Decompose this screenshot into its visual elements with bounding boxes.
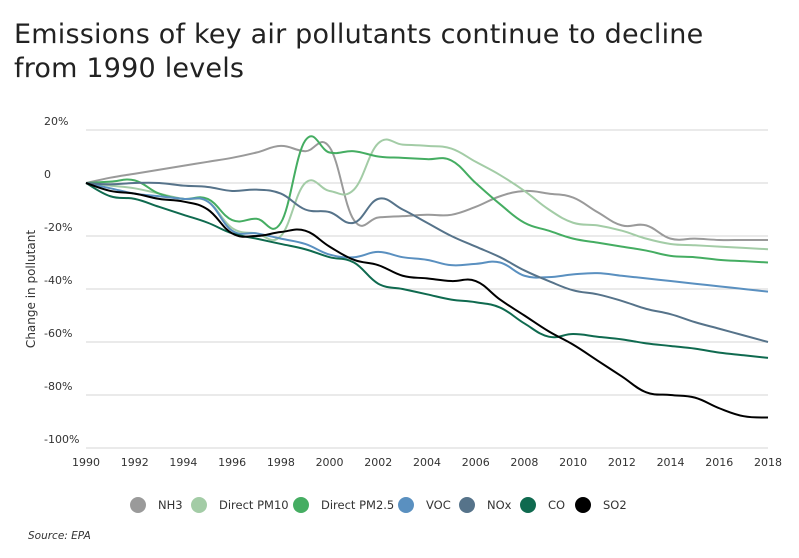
y-tick-label: -100% bbox=[44, 433, 79, 446]
x-tick-label: 2016 bbox=[705, 456, 733, 469]
legend-label: Direct PM10 bbox=[219, 498, 289, 512]
y-tick-label: 20% bbox=[44, 115, 68, 128]
legend-item: VOC bbox=[398, 496, 451, 514]
x-tick-label: 1996 bbox=[218, 456, 246, 469]
y-tick-label: -60% bbox=[44, 327, 72, 340]
series-line-nox bbox=[85, 181, 769, 343]
x-tick-label: 2014 bbox=[657, 456, 685, 469]
x-tick-label: 2010 bbox=[559, 456, 587, 469]
legend-label: SO2 bbox=[603, 498, 627, 512]
x-tick-label: 2006 bbox=[462, 456, 490, 469]
y-tick-label: -40% bbox=[44, 274, 72, 287]
legend-label: CO bbox=[548, 498, 566, 512]
legend-label: Direct PM2.5 bbox=[321, 498, 395, 512]
legend-item: NOx bbox=[459, 496, 511, 514]
y-tick-label: 0 bbox=[44, 168, 51, 181]
legend-item: SO2 bbox=[575, 496, 627, 514]
y-axis-title: Change in pollutant bbox=[24, 230, 38, 348]
legend-swatch bbox=[575, 497, 591, 513]
legend-label: NH3 bbox=[158, 498, 183, 512]
x-tick-label: 2004 bbox=[413, 456, 441, 469]
x-tick-label: 2002 bbox=[364, 456, 392, 469]
chart-title-line-2: from 1990 levels bbox=[14, 53, 245, 84]
legend-item: Direct PM2.5 bbox=[293, 496, 394, 514]
legend-swatch bbox=[520, 497, 536, 513]
series-line-direct-pm10 bbox=[85, 138, 769, 251]
x-tick-label: 1992 bbox=[121, 456, 149, 469]
series-line-so2 bbox=[85, 182, 769, 419]
source-note: Source: EPA bbox=[28, 530, 91, 542]
y-tick-label: -80% bbox=[44, 380, 72, 393]
series-line-nh3 bbox=[85, 141, 768, 242]
legend-swatch bbox=[293, 497, 309, 513]
legend-label: VOC bbox=[426, 498, 451, 512]
legend-item: NH3 bbox=[130, 496, 183, 514]
x-tick-label: 1994 bbox=[169, 456, 197, 469]
x-tick-label: 1998 bbox=[267, 456, 295, 469]
x-tick-label: 2012 bbox=[608, 456, 636, 469]
x-tick-label: 2008 bbox=[510, 456, 538, 469]
series-line-direct-pm2-5 bbox=[85, 135, 769, 264]
y-tick-label: -20% bbox=[44, 221, 72, 234]
chart-title: Emissions of key air pollutants continue… bbox=[14, 18, 703, 86]
chart-title-line-1: Emissions of key air pollutants continue… bbox=[14, 19, 704, 50]
x-tick-label: 2000 bbox=[316, 456, 344, 469]
legend-item: CO bbox=[520, 496, 565, 514]
legend-swatch bbox=[130, 497, 146, 513]
legend-swatch bbox=[398, 497, 414, 513]
legend-swatch bbox=[459, 497, 475, 513]
legend-item: Direct PM10 bbox=[191, 496, 289, 514]
series-line-co bbox=[85, 182, 769, 359]
series-line-voc bbox=[85, 182, 769, 293]
legend-swatch bbox=[191, 497, 207, 513]
x-tick-label: 2018 bbox=[754, 456, 782, 469]
legend-label: NOx bbox=[487, 498, 512, 512]
x-tick-label: 1990 bbox=[72, 456, 100, 469]
